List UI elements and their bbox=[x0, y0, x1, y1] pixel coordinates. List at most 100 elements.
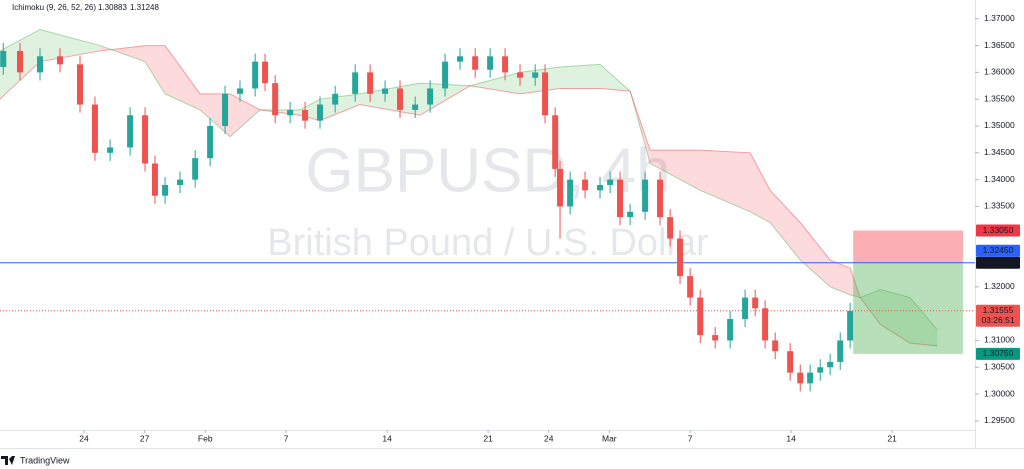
candle-body bbox=[142, 115, 149, 164]
cloud-fill bbox=[320, 93, 361, 121]
candle-body bbox=[817, 367, 824, 373]
y-tick-label: 1.36500 bbox=[984, 40, 1015, 50]
y-tick-label: 1.37000 bbox=[984, 13, 1015, 23]
candle-body bbox=[17, 50, 24, 73]
y-tick-label: 1.29500 bbox=[984, 415, 1015, 425]
stop-zone bbox=[853, 230, 964, 263]
x-tick-label: 14 bbox=[786, 433, 796, 443]
candle-body bbox=[762, 308, 769, 341]
watermark-subtitle: British Pound / U.S. Dollar bbox=[267, 222, 709, 264]
candle-body bbox=[642, 179, 649, 212]
price-tag-label: 1.31555 bbox=[983, 305, 1014, 315]
x-tick-label: Feb bbox=[198, 433, 213, 443]
footer-text: TradingView bbox=[20, 455, 70, 465]
candle-body bbox=[332, 93, 339, 105]
candle-body bbox=[502, 56, 509, 73]
cloud-fill bbox=[700, 150, 751, 212]
cloud-fill bbox=[850, 268, 861, 298]
price-tag-label: 1.32450 bbox=[983, 257, 1014, 267]
x-tick-label: 24 bbox=[544, 433, 554, 443]
x-tick-label: 7 bbox=[284, 433, 289, 443]
y-tick-label: 1.33500 bbox=[984, 201, 1015, 211]
price-tag-label: 1.30750 bbox=[983, 348, 1014, 358]
price-tag bbox=[976, 224, 1020, 237]
x-tick-label: Mar bbox=[602, 433, 617, 443]
candle-body bbox=[127, 115, 134, 148]
candle-body bbox=[712, 335, 719, 341]
cloud-fill bbox=[165, 45, 201, 110]
cloud-span-a bbox=[0, 28, 938, 331]
candle-body bbox=[272, 83, 279, 116]
x-tick-label: 24 bbox=[79, 433, 89, 443]
y-tick-label: 1.30000 bbox=[984, 388, 1015, 398]
price-tag-label: 1.32450 bbox=[983, 245, 1014, 255]
y-tick-label: 1.34000 bbox=[984, 174, 1015, 184]
candle-body bbox=[192, 158, 199, 180]
candle-body bbox=[727, 319, 734, 341]
candle-body bbox=[262, 61, 269, 84]
candle-body bbox=[287, 109, 294, 116]
cloud-fill bbox=[600, 64, 631, 92]
candle-body bbox=[162, 184, 169, 196]
candle-body bbox=[552, 115, 559, 169]
logo-icon bbox=[1, 456, 15, 465]
candle-body bbox=[697, 297, 704, 336]
x-tick-label: 7 bbox=[688, 433, 693, 443]
candle-body bbox=[487, 56, 494, 70]
candle-body bbox=[37, 56, 44, 73]
cloud-fill bbox=[830, 260, 851, 295]
candle-body bbox=[837, 340, 844, 362]
cloud-fill bbox=[470, 72, 521, 94]
cloud-fill bbox=[750, 152, 771, 223]
candle-body bbox=[177, 179, 184, 185]
candle-body bbox=[382, 88, 389, 94]
y-tick-label: 1.31000 bbox=[984, 335, 1015, 345]
candle-body bbox=[797, 372, 804, 384]
candle-body bbox=[472, 56, 479, 70]
cloud-fill bbox=[770, 190, 801, 261]
candle-body bbox=[107, 147, 114, 153]
watermark-title: GBPUSD, 4h bbox=[305, 136, 670, 205]
candle-body bbox=[542, 72, 549, 116]
candle-body bbox=[412, 104, 419, 110]
cloud-fill bbox=[145, 45, 166, 94]
candle-body bbox=[787, 351, 794, 373]
candle-body bbox=[807, 372, 814, 384]
y-tick-label: 1.34500 bbox=[984, 147, 1015, 157]
y-tick-label: 1.30500 bbox=[984, 362, 1015, 372]
candle-body bbox=[91, 104, 98, 153]
countdown: 03:26:51 bbox=[981, 315, 1014, 325]
candle-body bbox=[597, 184, 604, 191]
candle-body bbox=[687, 276, 694, 298]
candle-body bbox=[457, 56, 464, 62]
candle-body bbox=[222, 93, 229, 126]
candle-body bbox=[667, 217, 674, 239]
cloud-fill bbox=[560, 64, 601, 89]
indicator-value: 1.30883 bbox=[98, 3, 127, 12]
cloud-fill bbox=[360, 83, 421, 116]
y-tick-label: 1.35500 bbox=[984, 93, 1015, 103]
price-tag-label: 1.33050 bbox=[983, 225, 1014, 235]
x-tick-label: 14 bbox=[382, 433, 392, 443]
candle-body bbox=[317, 104, 324, 121]
cloud-fill bbox=[910, 297, 938, 346]
candle-body bbox=[742, 297, 749, 320]
candle-body bbox=[557, 168, 564, 207]
cloud-fill bbox=[880, 289, 911, 344]
indicator-legend: Ichimoku (9, 26, 52, 26) 1.30883 1.31248 bbox=[12, 3, 159, 12]
cloud-fill bbox=[230, 93, 261, 137]
candle-body bbox=[627, 211, 634, 218]
candle-body bbox=[397, 88, 404, 110]
candle-body bbox=[77, 64, 84, 105]
indicator-label: Ichimoku (9, 26, 52, 26) bbox=[12, 3, 96, 12]
price-tag bbox=[976, 244, 1020, 257]
candle-body bbox=[567, 179, 574, 207]
y-tick-label: 1.35000 bbox=[984, 120, 1015, 130]
watermark: GBPUSD, 4h British Pound / U.S. Dollar bbox=[267, 136, 709, 264]
cloud-fill bbox=[630, 91, 651, 164]
candle-body bbox=[617, 179, 624, 218]
x-tick-label: 21 bbox=[483, 433, 493, 443]
y-tick-label: 1.36000 bbox=[984, 67, 1015, 77]
